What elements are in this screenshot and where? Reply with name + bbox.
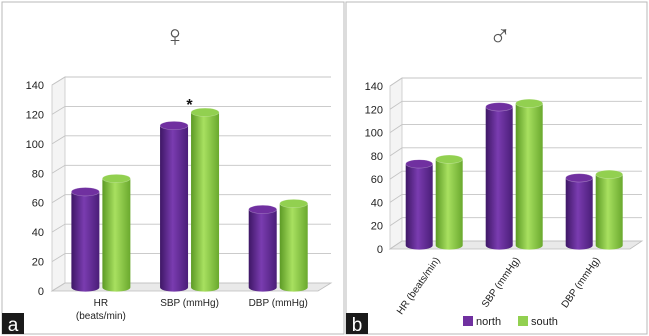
panel-a-bar-body — [71, 191, 100, 292]
panel-b-gridline — [389, 217, 642, 227]
panel-a-bar-north-hr-beats-min — [71, 187, 100, 292]
panel-b-gridline — [389, 193, 642, 203]
panel-a-gridline — [51, 76, 331, 86]
panel-a-side-wall — [51, 76, 66, 292]
legend-swatch-south — [518, 316, 528, 326]
panel-a-bar-body — [160, 125, 189, 292]
panel-b-bar-top — [595, 169, 624, 179]
panel-a-y-tick-label: 0 — [38, 286, 44, 298]
panel-b-bar-body — [435, 159, 463, 250]
panel-b-bar-top — [485, 102, 514, 112]
panel-a-letter: a — [8, 315, 19, 336]
panel-a-x-label-sbp-mmhg: SBP (mmHg) — [160, 298, 219, 309]
panel-a-x-labels: HR (beats/min) SBP (mmHg) DBP (mmHg) — [76, 298, 308, 322]
panel-b-bar-body — [595, 174, 623, 250]
panel-a-y-tick-label: 140 — [26, 80, 44, 92]
panel-a-annotations: * — [186, 97, 193, 114]
panel-a-bar-body — [279, 203, 308, 292]
panel-b-bar-top — [515, 98, 544, 108]
panel-a-bar-south-sbp-mmhg — [190, 107, 220, 292]
panel-a-bar-top — [71, 187, 100, 197]
panel-a-y-tick-label: 40 — [32, 227, 44, 239]
panel-a-x-label-line: HR — [94, 298, 108, 309]
panel-b-bar-north-dbp-mmhg — [565, 173, 594, 250]
panel-a-x-label-line: SBP (mmHg) — [160, 298, 219, 309]
panel-a-bar-north-dbp-mmhg — [248, 204, 278, 292]
panel-b-gridline — [389, 147, 642, 157]
panel-b-bar-body — [485, 106, 513, 250]
panel-a-bar-body — [191, 112, 220, 292]
legend-label-north: north — [476, 316, 501, 328]
panel-a-bar-top — [279, 199, 309, 209]
panel-b-gridline — [389, 240, 642, 250]
panel-a-bar-top — [159, 121, 189, 131]
panel-b-title: ♂ — [489, 20, 512, 53]
panel-b-y-tick-label: 40 — [371, 197, 383, 209]
panel-b-y-tick-label: 120 — [365, 104, 383, 116]
panel-a-bars — [71, 107, 309, 292]
panel-b-bar-north-sbp-mmhg — [485, 102, 514, 250]
panel-a: ♀ 0 20 40 60 80 100 120 140 HR (beats/min) SBP (m… — [1, 1, 345, 336]
panel-b-bar-south-dbp-mmhg — [595, 169, 624, 250]
panel-b-letter: b — [352, 315, 363, 336]
panel-a-bar-south-dbp-mmhg — [279, 199, 309, 292]
panel-a-gridline — [51, 135, 331, 145]
panel-b-bar-south-sbp-mmhg — [515, 98, 544, 250]
panel-b-y-tick-label: 100 — [365, 128, 383, 140]
panel-b-bar-top — [405, 159, 434, 169]
panel-a-bar-body — [248, 209, 277, 292]
panel-b-bar-body — [405, 163, 433, 250]
panel-a-x-label-dbp-mmhg: DBP (mmHg) — [249, 298, 308, 309]
panel-a-bar-top — [102, 174, 131, 184]
panel-b-y-tick-label: 0 — [377, 244, 383, 256]
panel-b-y-tick-label: 80 — [371, 151, 383, 163]
panel-b-bar-body — [515, 103, 543, 250]
panel-b-y-tick-label: 140 — [365, 81, 383, 93]
panel-b-bars — [405, 98, 624, 250]
panel-b-y-tick-label: 60 — [371, 174, 383, 186]
panel-b-y-ticks: 0 20 40 60 80 100 120 140 — [365, 81, 383, 256]
panel-a-bar-north-sbp-mmhg — [159, 121, 189, 292]
panel-a-gridline — [51, 105, 331, 115]
panel-a-bar-top — [248, 204, 278, 214]
panel-a-bar-top — [190, 107, 220, 117]
panel-b-gridline — [389, 124, 642, 133]
panel-b-bar-north-hr-beats-min — [405, 159, 434, 250]
panel-b-bar-body — [565, 177, 593, 250]
panel-b-side-wall — [389, 77, 403, 250]
panel-a-y-tick-label: 60 — [32, 198, 44, 210]
panel-b-letter-box — [346, 313, 368, 334]
panel-a-x-label-line: (beats/min) — [76, 311, 126, 322]
panel-a-y-tick-label: 80 — [32, 168, 44, 180]
panel-a-gridline — [51, 253, 331, 262]
panel-b-bar-top — [435, 154, 464, 164]
panel-a-gridline — [51, 223, 331, 233]
panel-a-x-label-line: DBP (mmHg) — [249, 298, 308, 309]
panel-a-y-tick-label: 100 — [26, 139, 44, 151]
panel-a-bar-south-hr-beats-min — [102, 174, 131, 292]
panel-b-legend: north south — [463, 316, 558, 328]
legend-swatch-north — [463, 316, 473, 326]
panel-b-y-tick-label: 20 — [371, 221, 383, 233]
panel-b-gridline — [389, 170, 642, 180]
panel-b-gridline — [389, 77, 642, 87]
panel-a-title: ♀ — [164, 20, 187, 53]
panel-a-annotation: * — [186, 97, 193, 114]
panel-b-bar-top — [565, 173, 594, 183]
panel-a-y-tick-label: 20 — [32, 257, 44, 269]
panel-a-x-label-hr-beats-min: HR (beats/min) — [76, 298, 126, 322]
panel-a-gridline — [51, 194, 331, 204]
panel-a-gridline — [51, 282, 331, 292]
panel-b-bar-south-hr-beats-min — [435, 154, 464, 250]
legend-label-south: south — [531, 316, 558, 328]
panel-a-bar-body — [102, 178, 131, 292]
panel-a-gridline — [51, 164, 331, 174]
panel-a-y-ticks: 0 20 40 60 80 100 120 140 — [26, 80, 44, 298]
panel-a-y-tick-label: 120 — [26, 109, 44, 121]
panel-a-letter-box — [2, 313, 24, 334]
panel-b-gridline — [389, 100, 642, 110]
